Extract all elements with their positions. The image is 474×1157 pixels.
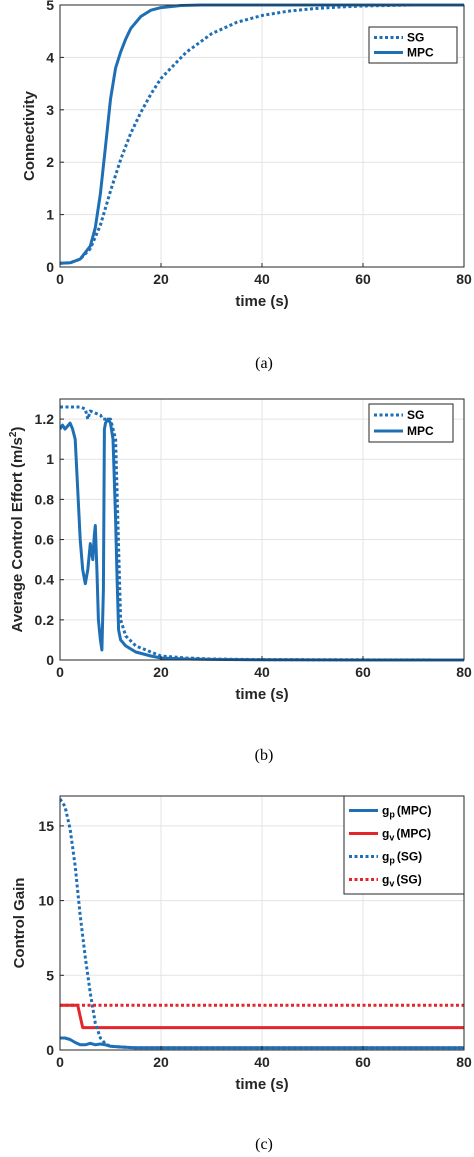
- y-tick-label: 10: [38, 893, 54, 909]
- y-tick-label: 1: [46, 207, 54, 223]
- chart-b: 0 20 40 60 80 0 0.2 0.4 0.6 0.8 1 1.2 time (s) Averag…: [8, 398, 472, 764]
- y-tick-label: 0: [46, 652, 54, 668]
- x-tick-label: 20: [153, 271, 169, 287]
- legend-label: gp (MPC): [382, 804, 432, 820]
- x-tick-label: 40: [254, 1054, 270, 1070]
- series-line-sg: [60, 3, 464, 265]
- legend-label: MPC: [407, 424, 434, 438]
- legend-box: [368, 403, 454, 443]
- x-tick-label: 0: [56, 1054, 64, 1070]
- y-axis-label: Connectivity: [21, 90, 38, 181]
- series-line-mpc: [60, 417, 464, 662]
- x-tick-label: 60: [355, 271, 371, 287]
- figure-caption: (c): [255, 1136, 273, 1153]
- legend-label: MPC: [407, 46, 434, 60]
- x-tick-label: 80: [456, 1054, 472, 1070]
- y-tick-label: 0: [46, 1042, 54, 1058]
- legend-label: SG: [407, 31, 424, 45]
- series-line-gp-sg-: [60, 798, 464, 1050]
- y-tick-label: 3: [46, 102, 54, 118]
- y-tick-label: 0: [46, 259, 54, 275]
- chart-c: 0 20 40 60 80 0 5 10 15 time (s) Control Gain gp (MP…: [11, 795, 472, 1153]
- x-tick-label: 0: [56, 271, 64, 287]
- x-tick-label: 0: [56, 664, 64, 680]
- y-tick-label: 15: [38, 818, 54, 834]
- x-axis-label: time (s): [235, 293, 288, 310]
- y-tick-label: 2: [46, 154, 54, 170]
- figure-caption: (b): [255, 747, 274, 764]
- legend-label: gp (SG): [382, 850, 422, 866]
- y-tick-label: 4: [46, 49, 54, 65]
- series-line-gv-mpc-: [60, 1003, 464, 1030]
- y-tick-label: 1.2: [35, 411, 55, 427]
- legend: SG MPC: [368, 403, 454, 443]
- y-axis-label: Control Gain: [11, 878, 28, 969]
- x-tick-label: 20: [153, 1054, 169, 1070]
- y-tick-label: 1: [46, 451, 54, 467]
- x-axis-label: time (s): [235, 1076, 288, 1093]
- y-tick-label: 5: [46, 967, 54, 983]
- legend-label: SG: [407, 408, 424, 422]
- y-tick-label: 0.8: [35, 491, 55, 507]
- legend-label: gv (MPC): [382, 827, 431, 843]
- x-tick-label: 60: [355, 664, 371, 680]
- x-tick-label: 60: [355, 1054, 371, 1070]
- legend-box: [368, 26, 458, 64]
- y-tick-label: 0.2: [35, 612, 55, 628]
- legend-label: gv (SG): [382, 873, 422, 889]
- x-axis-label: time (s): [235, 686, 288, 703]
- y-tick-label: 0.6: [35, 532, 55, 548]
- legend: gp (MPC) gv (MPC) gp (SG) gv (SG): [343, 795, 465, 895]
- legend-box: [343, 795, 465, 895]
- x-tick-label: 40: [254, 664, 270, 680]
- x-tick-label: 80: [456, 664, 472, 680]
- y-axis-label: Average Control Effort (m/s2): [8, 427, 26, 633]
- x-tick-label: 80: [456, 271, 472, 287]
- x-tick-label: 40: [254, 271, 270, 287]
- chart-a: 0 20 40 60 80 0 1 2 3 4 5 time (s) Connectivity SGMPC…: [21, 0, 472, 372]
- figure-caption: (a): [255, 355, 273, 372]
- y-tick-label: 5: [46, 0, 54, 13]
- x-tick-label: 20: [153, 664, 169, 680]
- y-tick-label: 0.4: [35, 572, 55, 588]
